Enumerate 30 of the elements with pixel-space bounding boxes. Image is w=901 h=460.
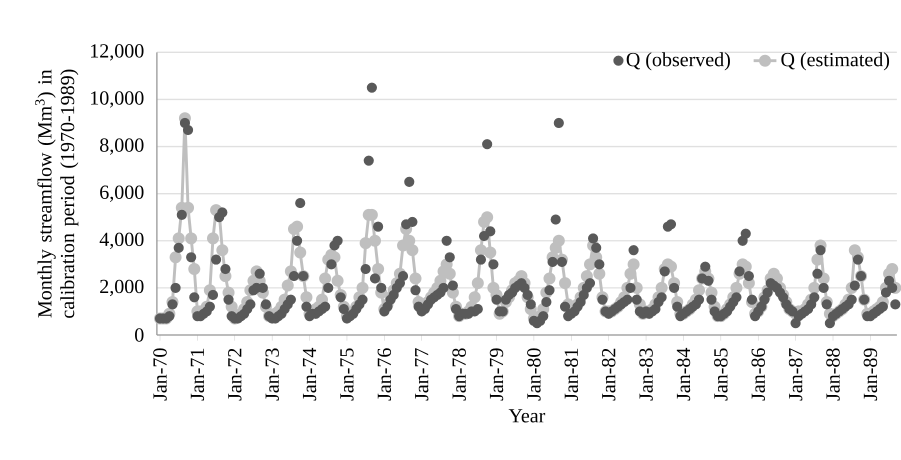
x-tick-label: Jan-72	[228, 348, 242, 401]
x-tick-label: Jan-75	[340, 348, 354, 401]
x-tick-label: Jan-71	[190, 348, 204, 401]
x-tick-label: Jan-83	[639, 348, 653, 401]
y-tick-label: 2,000	[100, 280, 144, 296]
legend-label: Q (estimated)	[781, 52, 890, 70]
x-tick-label: Jan-70	[153, 348, 167, 401]
x-axis-title: Year	[508, 409, 546, 422]
y-tick-label: 8,000	[100, 138, 144, 155]
y-tick-label: 10,000	[91, 91, 144, 108]
x-tick-label: Jan-77	[415, 348, 428, 401]
x-tick-label: Jan-78	[452, 348, 466, 401]
x-tick-label: Jan-73	[265, 348, 279, 401]
x-tick-label: Jan-81	[564, 348, 578, 401]
y-tick-label: 0	[135, 328, 144, 342]
y-tick-label: 4,000	[100, 232, 144, 249]
x-tick-label: Jan-89	[864, 348, 878, 401]
x-tick-label: Jan-74	[302, 348, 316, 401]
x-tick-label: Jan-80	[527, 348, 541, 401]
x-tick-label: Jan-76	[378, 348, 392, 401]
y-tick-label: 6,000	[100, 185, 144, 202]
x-tick-label: Jan-82	[602, 348, 616, 401]
x-tick-label: Jan-79	[490, 348, 504, 401]
x-tick-label: Jan-84	[676, 348, 690, 401]
x-tick-label: Jan-88	[826, 348, 840, 401]
x-tick-label: Jan-87	[788, 348, 802, 401]
legend-label: Q (observed)	[626, 52, 730, 70]
x-tick-label: Jan-86	[751, 348, 765, 401]
x-tick-label: Jan-85	[714, 348, 728, 401]
y-tick-label: 12,000	[91, 44, 144, 61]
